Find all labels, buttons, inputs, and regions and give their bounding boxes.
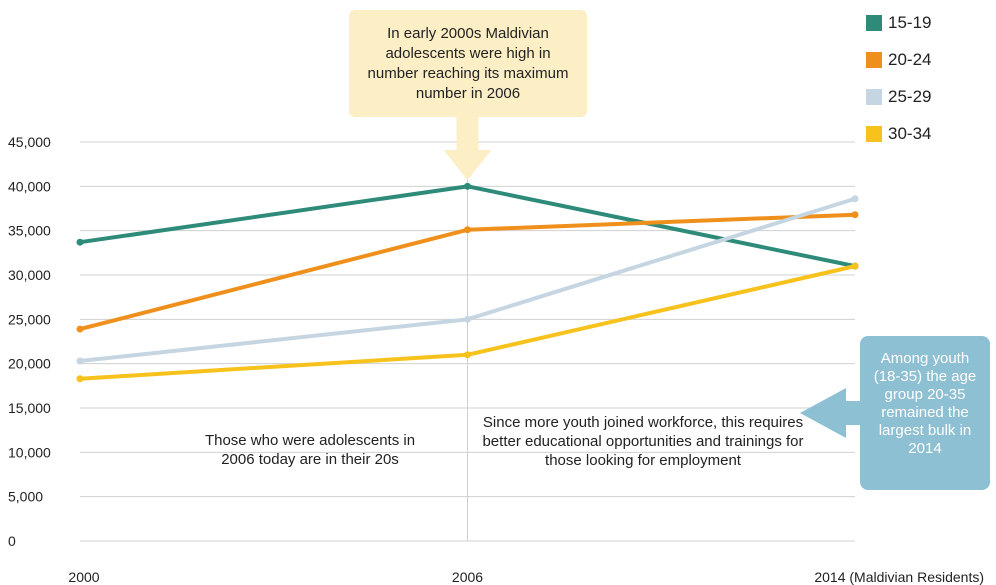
y-tick-label: 25,000 xyxy=(8,311,51,327)
legend-swatch xyxy=(866,88,882,105)
callout-arrow-left xyxy=(800,388,862,438)
right-callout-text: Among youth (18-35) the age group 20-35 … xyxy=(873,350,977,457)
data-point-30-34 xyxy=(76,375,84,383)
y-tick-label: 10,000 xyxy=(8,444,51,460)
legend-label: 25-29 xyxy=(888,86,932,106)
top-callout: In early 2000s Maldivian adolescents wer… xyxy=(349,10,587,117)
callout-arrow-down xyxy=(443,150,492,180)
callout-arrow-stem xyxy=(456,117,479,152)
y-tick-label: 20,000 xyxy=(8,356,51,372)
legend: 15-19 20-24 25-29 30-34 xyxy=(866,4,931,152)
legend-swatch xyxy=(866,51,882,68)
right-callout: Among youth (18-35) the age group 20-35 … xyxy=(860,336,990,490)
y-tick-label: 0 xyxy=(8,533,16,549)
x-tick-label: 2000 xyxy=(68,569,99,585)
x-tick-label: 2006 xyxy=(452,569,483,585)
legend-swatch xyxy=(866,125,882,142)
data-point-15-19 xyxy=(464,182,471,190)
middle-note: Since more youth joined workforce, this … xyxy=(482,414,804,469)
data-point-30-34 xyxy=(851,262,859,270)
legend-swatch xyxy=(866,14,882,31)
legend-item-30-34: 30-34 xyxy=(866,115,931,152)
legend-label: 30-34 xyxy=(888,123,932,143)
data-point-25-29 xyxy=(76,357,84,365)
data-point-15-19 xyxy=(76,238,84,246)
legend-item-25-29: 25-29 xyxy=(866,78,931,115)
data-point-30-34 xyxy=(464,351,471,359)
y-tick-label: 30,000 xyxy=(8,267,51,283)
y-tick-label: 35,000 xyxy=(8,223,51,239)
data-point-25-29 xyxy=(464,315,471,323)
data-point-20-24 xyxy=(464,226,471,234)
legend-label: 20-24 xyxy=(888,49,932,69)
data-point-20-24 xyxy=(76,325,84,333)
data-point-20-24 xyxy=(851,211,859,219)
y-tick-label: 5,000 xyxy=(8,489,43,505)
legend-item-15-19: 15-19 xyxy=(866,4,931,41)
top-callout-text: In early 2000s Maldivian adolescents wer… xyxy=(367,25,569,102)
legend-label: 15-19 xyxy=(888,12,932,32)
y-tick-label: 15,000 xyxy=(8,400,51,416)
data-point-25-29 xyxy=(851,195,859,203)
y-tick-label: 45,000 xyxy=(8,134,51,150)
x-tick-label: 2014 (Maldivian Residents) xyxy=(814,569,984,585)
legend-item-20-24: 20-24 xyxy=(866,41,931,78)
left-note: Those who were adolescents in 2006 today… xyxy=(204,432,416,468)
y-tick-label: 40,000 xyxy=(8,178,51,194)
